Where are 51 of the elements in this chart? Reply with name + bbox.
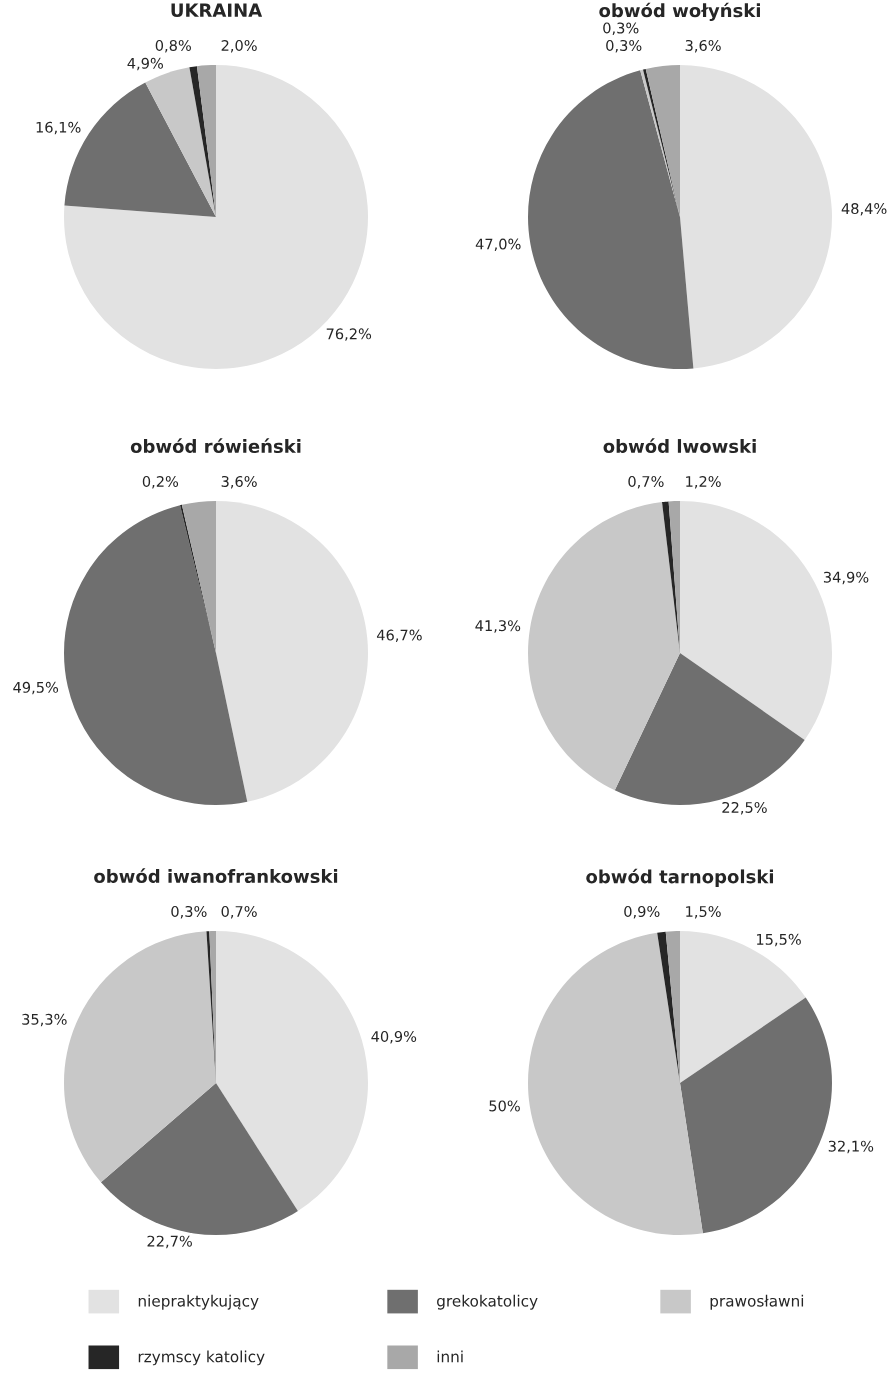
legend-label: inni	[437, 1350, 463, 1363]
data-label: 4,9%	[127, 57, 164, 71]
data-label: 1,2%	[686, 475, 721, 489]
legend-label: prawosławni	[710, 1294, 804, 1310]
data-label: 0,7%	[628, 475, 664, 489]
data-label: 0,8%	[155, 39, 191, 53]
chart-title: obwód tarnopolski	[586, 868, 774, 887]
data-label: 46,7%	[376, 629, 422, 643]
pie-slice	[528, 70, 694, 369]
pie-slice	[657, 931, 680, 1083]
legend-label: grekokatolicy	[437, 1294, 538, 1310]
pie-slice	[528, 502, 680, 791]
data-label: 35,3%	[22, 1013, 67, 1027]
pie-slice	[189, 66, 216, 217]
chart-title: obwód rówieński	[130, 438, 301, 454]
pie-slice	[64, 505, 248, 805]
data-label: 3,6%	[221, 475, 257, 489]
pie-slice	[680, 65, 832, 369]
pie-slice	[216, 501, 368, 802]
legend-label: rzymscy katolicy	[138, 1350, 265, 1366]
data-label: 41,3%	[475, 620, 521, 633]
pie-slice	[680, 931, 806, 1083]
data-label: 0,9%	[624, 905, 660, 919]
data-label: 0,3%	[603, 22, 639, 35]
pie-slice	[100, 1083, 298, 1235]
data-label: 22,7%	[147, 1235, 192, 1249]
data-label: 76,2%	[326, 328, 372, 341]
data-label: 0,7%	[221, 905, 257, 919]
data-label: 50%	[489, 1100, 520, 1112]
data-label: 1,5%	[686, 905, 721, 919]
pie-slice	[216, 931, 368, 1212]
chart-title: obwód lwowski	[603, 438, 756, 454]
data-label: 34,9%	[823, 571, 869, 585]
pie-slice	[528, 932, 703, 1235]
data-label: 3,6%	[685, 39, 721, 53]
chart-title: obwód wołyński	[599, 2, 760, 21]
chart-title: obwód iwanofrankowski	[94, 868, 338, 884]
data-label: 48,4%	[841, 203, 887, 216]
legend-label: niepraktykujący	[138, 1294, 259, 1310]
data-label: 0,3%	[606, 39, 642, 53]
data-label: 2,0%	[221, 39, 257, 53]
data-label: 0,3%	[171, 905, 207, 919]
data-label: 22,5%	[722, 801, 767, 815]
data-label: 16,1%	[36, 121, 81, 135]
data-label: 40,9%	[371, 1030, 417, 1044]
data-label: 0,2%	[142, 475, 179, 489]
data-label: 49,5%	[13, 681, 59, 695]
data-label: 15,5%	[756, 933, 801, 947]
data-label: 47,0%	[475, 238, 521, 252]
chart-title: UKRAINA	[171, 3, 263, 18]
data-label: 32,1%	[828, 1140, 874, 1154]
